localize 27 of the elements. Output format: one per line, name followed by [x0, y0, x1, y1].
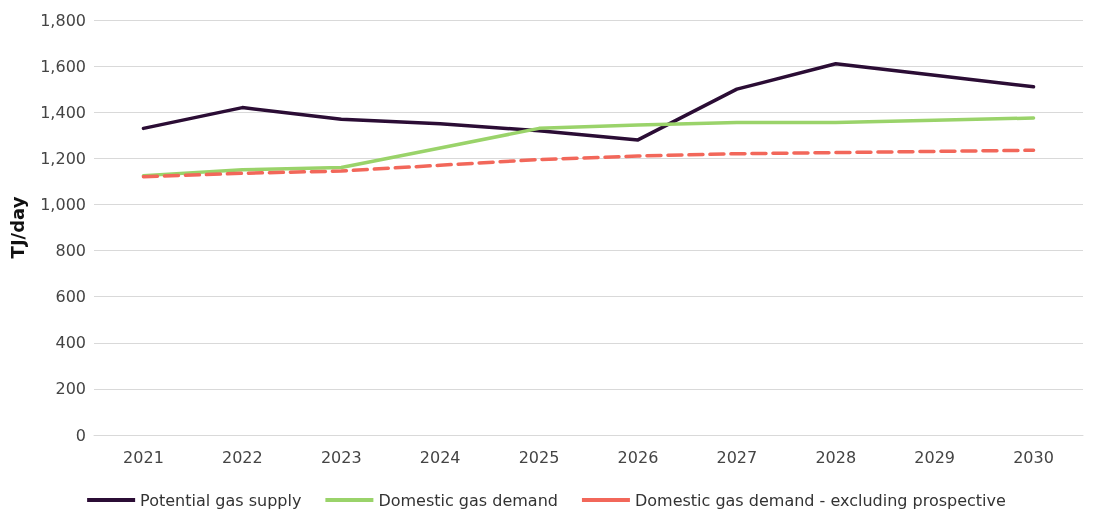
y-tick-label: 600: [55, 287, 86, 307]
y-tick-label: 800: [55, 241, 86, 261]
x-tick-label: 2023: [320, 447, 362, 467]
x-tick-label: 2026: [617, 447, 659, 467]
x-tick-label: 2025: [518, 447, 560, 467]
y-tick-label: 1,000: [40, 194, 86, 214]
x-tick-label: 2021: [123, 447, 164, 467]
y-tick-label: 1,200: [40, 148, 86, 168]
y-tick-label: 400: [55, 333, 86, 353]
x-tick-label: 2030: [1013, 447, 1054, 467]
y-tick-label: 1,400: [40, 102, 86, 122]
y-tick-label: 1,800: [40, 10, 86, 30]
legend-label: Domestic gas demand - excluding prospective: [634, 490, 1006, 510]
x-tick-label: 2024: [419, 447, 461, 467]
y-tick-label: 1,600: [40, 56, 86, 76]
line-series: [141, 62, 1036, 142]
y-tick-label: 200: [55, 379, 86, 399]
legend-label: Potential gas supply: [140, 490, 302, 510]
x-tick-label: 2027: [716, 447, 758, 467]
line-series: [141, 116, 1036, 178]
legend-label: Domestic gas demand: [378, 490, 558, 510]
x-tick-label: 2029: [914, 447, 956, 467]
y-tick-label: 0: [75, 425, 86, 445]
x-tick-label: 2022: [221, 447, 263, 467]
line-series: [141, 148, 1036, 179]
y-axis-title: TJ/day: [6, 196, 28, 259]
x-tick-label: 2028: [815, 447, 857, 467]
